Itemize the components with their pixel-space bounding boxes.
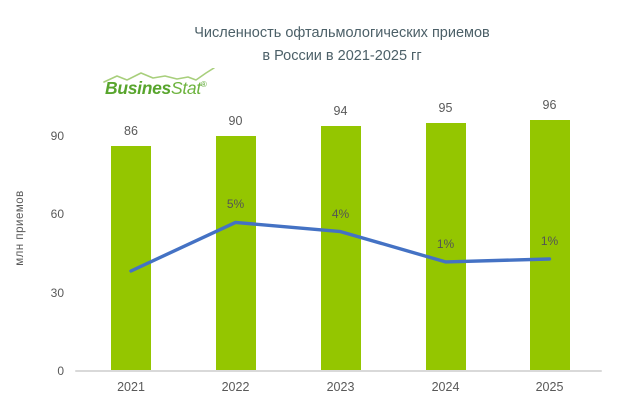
line-percent-label-2024: 1% xyxy=(436,236,455,251)
y-tick-label-60: 60 xyxy=(50,207,64,222)
y-tick-label-90: 90 xyxy=(50,129,64,143)
x-tick-label-2021: 2021 xyxy=(117,380,145,394)
bar-2025 xyxy=(529,120,570,371)
bar-value-label-2021: 86 xyxy=(124,124,138,139)
logo-registered-mark: ® xyxy=(200,80,207,90)
x-axis-line xyxy=(75,370,602,372)
chart-title-line1: Численность офтальмологических приемов xyxy=(194,25,490,41)
y-tick-label-30: 30 xyxy=(50,285,64,300)
bar-value-label-2022: 90 xyxy=(228,114,243,128)
line-percent-label-2022: 5% xyxy=(226,197,245,212)
logo-text-bold: Busines xyxy=(105,78,171,98)
logo-text-italic: Stat xyxy=(170,78,201,98)
chart-title-line2: в России в 2021-2025 гг xyxy=(262,48,422,64)
businesstat-logo: BusinesStat® xyxy=(103,68,223,102)
chart-title: Численность офтальмологических приемов в… xyxy=(40,22,644,68)
bar-2024 xyxy=(425,122,466,371)
bar-2023 xyxy=(320,125,361,371)
y-tick-label-0: 0 xyxy=(57,364,64,378)
x-tick-label-2022: 2022 xyxy=(221,380,250,394)
bar-value-label-2023: 94 xyxy=(333,103,348,118)
x-tick-label-2023: 2023 xyxy=(326,380,355,394)
x-tick-label-2025: 2025 xyxy=(535,380,564,394)
logo-sparkline-icon xyxy=(103,68,215,83)
bar-value-label-2024: 95 xyxy=(438,100,453,115)
line-percent-label-2023: 4% xyxy=(331,206,350,221)
bar-2021 xyxy=(111,146,151,371)
bar-2022 xyxy=(215,136,256,371)
bar-value-label-2025: 96 xyxy=(542,98,557,113)
line-percent-label-2025: 1% xyxy=(540,233,559,248)
x-tick-label-2024: 2024 xyxy=(431,380,460,394)
logo-text: BusinesStat® xyxy=(105,78,207,99)
